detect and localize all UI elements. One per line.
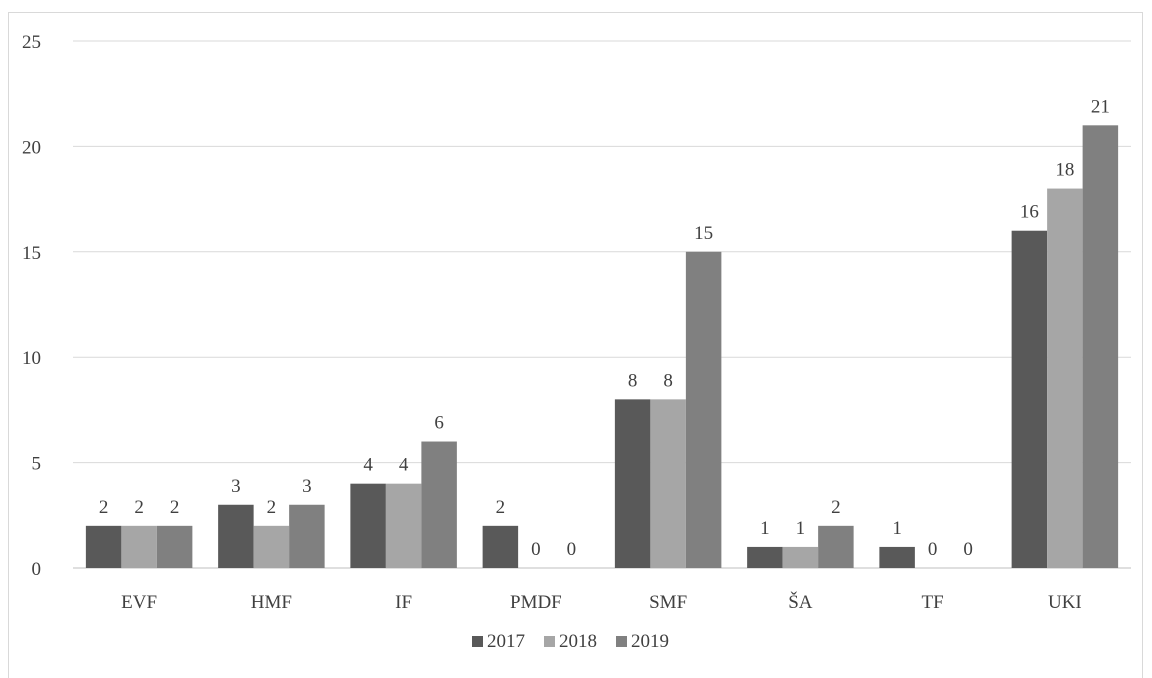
y-tick-label: 10: [22, 348, 41, 369]
bar-2019-HMF: [289, 504, 325, 568]
data-label: 6: [434, 413, 444, 434]
bars: [85, 125, 1119, 569]
y-tick-label: 5: [32, 454, 42, 475]
data-label: 21: [1091, 96, 1110, 117]
data-label: 16: [1020, 202, 1039, 223]
legend-label: 2017: [487, 631, 525, 652]
x-category-label: PMDF: [510, 592, 562, 613]
bar-2017-EVF: [85, 525, 122, 568]
bar-2019-EVF: [156, 525, 193, 568]
data-label: 2: [170, 497, 180, 518]
data-label: 15: [694, 223, 713, 244]
data-label: 2: [134, 497, 144, 518]
bar-2017-HMF: [218, 504, 254, 568]
bar-2018-SMF: [650, 399, 686, 568]
bar-2018-IF: [385, 483, 422, 568]
bar-2017-IF: [350, 483, 386, 568]
data-label: 4: [399, 455, 409, 476]
bar-2018-HMF: [253, 525, 290, 568]
chart-frame: [8, 12, 1143, 678]
legend-swatch: [616, 636, 627, 647]
data-label: 8: [628, 370, 638, 391]
bar-2017-PMDF: [482, 525, 519, 568]
legend: 2017 2018 2019: [472, 631, 669, 652]
y-tick-label: 25: [22, 32, 41, 53]
x-category-label: HMF: [251, 592, 292, 613]
y-axis-tick-labels: 0 5 10 15 20 25: [22, 32, 41, 580]
data-label: 1: [760, 518, 770, 539]
legend-label: 2018: [559, 631, 597, 652]
data-label: 1: [892, 518, 902, 539]
data-label: 0: [531, 539, 541, 560]
data-label: 2: [267, 497, 277, 518]
bar-2019-UKI: [1082, 125, 1119, 568]
y-tick-label: 0: [32, 559, 42, 580]
data-label: 3: [302, 476, 312, 497]
x-category-label: EVF: [121, 592, 157, 613]
bar-2019-IF: [421, 441, 457, 568]
bar-2017-ŠA: [747, 546, 783, 568]
x-category-label: TF: [922, 592, 944, 613]
bar-2019-SMF: [685, 251, 722, 569]
y-tick-label: 15: [22, 243, 41, 264]
data-label: 2: [496, 497, 506, 518]
bar-2018-UKI: [1047, 188, 1083, 568]
y-tick-label: 20: [22, 137, 41, 158]
bar-2018-EVF: [121, 525, 157, 568]
x-axis-category-labels: EVF HMF IF PMDF SMF ŠA TF UKI: [121, 591, 1082, 613]
data-label: 0: [928, 539, 938, 560]
bar-2018-ŠA: [782, 546, 819, 568]
data-label: 2: [99, 497, 109, 518]
legend-label: 2019: [631, 631, 669, 652]
data-label: 3: [231, 476, 241, 497]
bar-2019-ŠA: [818, 525, 854, 568]
x-category-label: UKI: [1048, 592, 1082, 613]
data-label: 0: [567, 539, 577, 560]
x-category-label: ŠA: [788, 591, 813, 613]
data-label: 8: [663, 370, 673, 391]
data-label: 18: [1055, 160, 1074, 181]
data-label: 4: [363, 455, 373, 476]
x-category-label: SMF: [649, 592, 687, 613]
legend-swatch: [472, 636, 483, 647]
legend-swatch: [544, 636, 555, 647]
data-label: 0: [963, 539, 973, 560]
bar-2017-TF: [879, 546, 915, 568]
x-category-label: IF: [395, 592, 412, 613]
data-label: 1: [796, 518, 806, 539]
data-label: 2: [831, 497, 841, 518]
bar-2017-SMF: [614, 399, 651, 568]
bar-2017-UKI: [1011, 230, 1048, 568]
